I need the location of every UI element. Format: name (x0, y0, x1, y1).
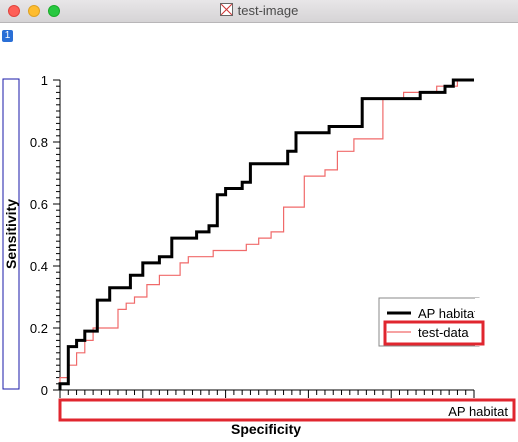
series-line-ap-habitat (58, 78, 474, 390)
window-titlebar: test-image (0, 0, 518, 23)
y-tick-label: 0.8 (30, 135, 48, 150)
axis-caption: AP habitat (448, 404, 508, 419)
window-title: test-image (0, 3, 518, 18)
caption-highlight-box (58, 398, 516, 422)
x-axis-title: Specificity (231, 421, 301, 437)
legend-highlight-box (383, 320, 485, 346)
y-tick-label: 1 (41, 73, 48, 88)
y-tick-label: 0.2 (30, 321, 48, 336)
y-axis-title: Sensitivity (3, 199, 19, 269)
close-window-button[interactable] (8, 5, 20, 17)
legend-label-test-data: test-data (418, 325, 469, 340)
plot-area: 0 0.2 0.4 0.6 0.8 1 Sensitivity AP habitat Speci… (2, 73, 518, 437)
page-number-badge[interactable]: 1 (2, 30, 13, 42)
window-title-text: test-image (237, 3, 299, 18)
image-document-icon (219, 3, 233, 16)
legend-label-ap-habitat: AP habitat (418, 306, 478, 321)
y-tick-label: 0.4 (30, 259, 48, 274)
zoom-window-button[interactable] (48, 5, 60, 17)
ylabel-frame (2, 78, 20, 390)
y-tick-label: 0 (41, 383, 48, 398)
series-line-test-data (59, 79, 474, 390)
minimize-window-button[interactable] (28, 5, 40, 17)
y-tick-label: 0.6 (30, 197, 48, 212)
